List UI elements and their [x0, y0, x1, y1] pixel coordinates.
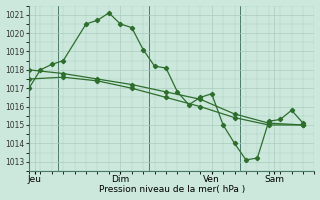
X-axis label: Pression niveau de la mer( hPa ): Pression niveau de la mer( hPa )	[99, 185, 245, 194]
